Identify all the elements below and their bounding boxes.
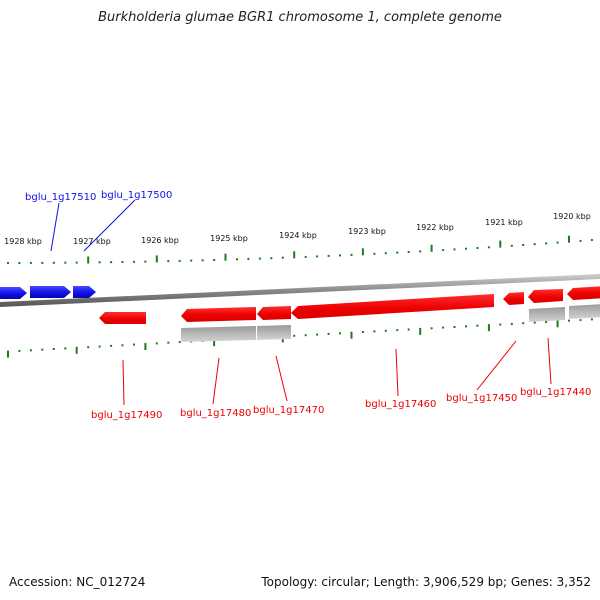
label-leaders — [50, 199, 552, 406]
gene-label[interactable]: bglu_1g17440 — [520, 387, 591, 398]
gene-arrow[interactable] — [181, 307, 256, 322]
upper-scale-ticks — [7, 235, 593, 264]
gene-arrow[interactable] — [291, 294, 494, 319]
leader-line — [547, 337, 552, 385]
scale-label: 1921 kbp — [485, 218, 523, 227]
reverse-strand-genes — [99, 286, 600, 324]
gene-arrow[interactable] — [257, 306, 291, 320]
scale-label: 1926 kbp — [141, 236, 179, 245]
gene-label[interactable]: bglu_1g17500 — [101, 190, 172, 201]
leader-line — [212, 357, 220, 405]
cds-bar[interactable] — [529, 307, 565, 322]
gene-arrow[interactable] — [567, 286, 600, 300]
cds-features — [181, 304, 600, 342]
leader-line — [83, 199, 136, 252]
cds-bar[interactable] — [257, 325, 291, 340]
scale-label: 1927 kbp — [73, 237, 111, 246]
cds-bar[interactable] — [569, 304, 600, 319]
leader-line — [476, 340, 517, 391]
gene-label[interactable]: bglu_1g17470 — [253, 405, 324, 416]
gene-label[interactable]: bglu_1g17450 — [446, 393, 517, 404]
lower-scale-ticks — [7, 318, 593, 358]
leader-line — [122, 359, 125, 406]
scale-labels: 1928 kbp 1927 kbp 1926 kbp 1925 kbp 1924 kbp… — [4, 212, 591, 246]
leader-line — [275, 355, 288, 402]
cds-bar[interactable] — [181, 326, 256, 342]
gene-arrow[interactable] — [503, 292, 524, 305]
scale-label: 1922 kbp — [416, 223, 454, 232]
map-title: Burkholderia glumae BGR1 chromosome 1, c… — [98, 10, 502, 25]
leader-line — [395, 348, 399, 397]
gene-arrow[interactable] — [30, 286, 71, 298]
leader-line — [50, 202, 60, 252]
scale-label: 1928 kbp — [4, 237, 42, 246]
genome-summary-text: Topology: circular; Length: 3,906,529 bp… — [261, 575, 591, 589]
chromosome-backbone — [0, 273, 600, 308]
gene-label[interactable]: bglu_1g17460 — [365, 399, 436, 410]
gene-label[interactable]: bglu_1g17490 — [91, 410, 162, 421]
accession-text: Accession: NC_012724 — [9, 575, 146, 589]
scale-label: 1924 kbp — [279, 231, 317, 240]
gene-arrow[interactable] — [99, 312, 146, 324]
scale-label: 1923 kbp — [348, 227, 386, 236]
gene-arrow[interactable] — [528, 289, 563, 303]
gene-arrow[interactable] — [0, 287, 27, 299]
gene-arrow[interactable] — [73, 286, 96, 298]
scale-label: 1920 kbp — [553, 212, 591, 221]
scale-label: 1925 kbp — [210, 234, 248, 243]
forward-strand-genes — [0, 286, 96, 299]
gene-label[interactable]: bglu_1g17510 — [25, 192, 96, 203]
gene-labels: bglu_1g17510 bglu_1g17500 bglu_1g17490 b… — [25, 190, 591, 421]
gene-label[interactable]: bglu_1g17480 — [180, 408, 251, 419]
